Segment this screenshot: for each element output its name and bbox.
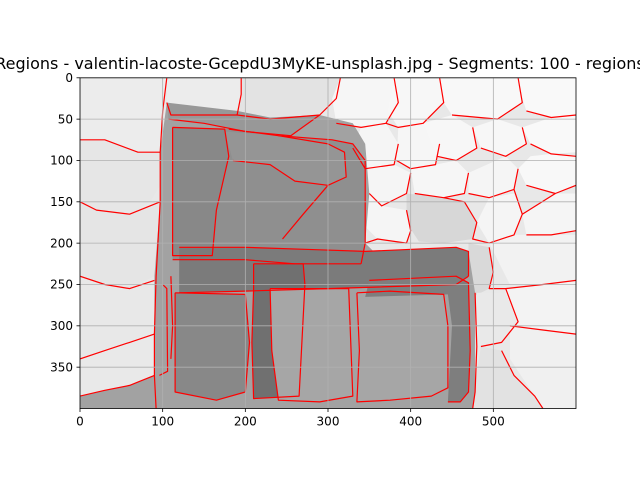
segment-boundary-39 — [251, 263, 306, 400]
region-21 — [406, 193, 477, 244]
region-38 — [175, 292, 250, 401]
segment-boundary-26 — [488, 247, 576, 290]
region-4 — [80, 276, 163, 359]
chart-title: Regions - valentin-lacoste-GcepdU3MyKE-u… — [0, 54, 640, 73]
segment-boundary-2 — [80, 201, 161, 215]
x-tick-label: 300 — [317, 415, 340, 429]
region-22 — [365, 193, 411, 244]
segment-boundary-28 — [509, 325, 576, 335]
segment-boundary-25 — [365, 238, 407, 244]
region-3 — [80, 201, 163, 289]
segment-boundary-27 — [480, 288, 519, 348]
region-20 — [518, 153, 576, 194]
segment-boundary-24 — [526, 230, 576, 236]
y-tick-label: 0 — [65, 71, 73, 85]
segment-boundary-43 — [369, 275, 471, 403]
x-tick-label: 400 — [399, 415, 422, 429]
segment-boundary-13 — [396, 143, 441, 170]
region-26 — [489, 234, 576, 285]
segment-boundary-1 — [80, 139, 161, 153]
segment-boundary-7 — [236, 77, 242, 116]
segment-boundaries — [80, 77, 576, 409]
region-24 — [522, 193, 576, 235]
region-18 — [410, 160, 469, 198]
region-28 — [475, 292, 519, 347]
segment-boundary-18 — [414, 172, 470, 199]
segment-boundary-41 — [269, 288, 354, 403]
segment-boundary-44 — [159, 284, 169, 376]
region-15 — [472, 119, 527, 157]
segment-boundary-34 — [232, 135, 347, 186]
segment-boundary-17 — [368, 172, 412, 207]
region-5 — [80, 334, 155, 397]
region-16 — [522, 115, 576, 154]
segment-boundary-19 — [468, 168, 519, 199]
segment-boundary-5 — [80, 374, 155, 397]
segment-boundary-9 — [385, 77, 445, 129]
segment-boundary-40 — [174, 292, 251, 401]
x-tick-label: 200 — [234, 415, 257, 429]
segment-boundary-29 — [501, 350, 544, 409]
region-41 — [365, 276, 471, 402]
segment-boundary-11 — [526, 110, 576, 119]
y-tick-label: 350 — [50, 360, 73, 374]
region-11 — [518, 77, 576, 118]
region-2 — [80, 139, 161, 215]
region-10 — [439, 77, 523, 120]
y-tick-label: 250 — [50, 278, 73, 292]
region-8 — [332, 77, 399, 128]
x-tick-label: 0 — [76, 415, 84, 429]
segment-boundary-6 — [166, 77, 341, 120]
segment-boundary-23 — [521, 192, 556, 215]
y-tick-label: 150 — [50, 195, 73, 209]
grid — [80, 77, 576, 409]
region-39 — [270, 288, 353, 402]
segment-boundary-22 — [443, 189, 523, 244]
x-tick-label: 500 — [482, 415, 505, 429]
plot-area — [80, 77, 576, 409]
region-9 — [387, 77, 444, 128]
region-1 — [80, 77, 167, 153]
segment-boundary-42 — [356, 290, 449, 403]
region-30 — [472, 346, 543, 409]
segment-boundary-30 — [472, 292, 478, 409]
segment-boundary-10 — [451, 77, 523, 120]
region-40 — [356, 291, 448, 402]
segment-boundary-16 — [530, 143, 576, 157]
region-34 — [224, 131, 347, 186]
y-tick-label: 50 — [58, 112, 73, 126]
segment-boundary-12 — [352, 143, 399, 170]
segment-boundary-32 — [172, 126, 230, 257]
segment-boundary-35 — [282, 184, 329, 240]
segment-boundary-14 — [436, 127, 478, 162]
region-17 — [365, 164, 411, 206]
segment-boundary-4 — [80, 333, 155, 360]
region-14 — [423, 115, 477, 161]
region-25 — [468, 243, 494, 297]
region-7 — [237, 77, 341, 120]
y-tick-label: 200 — [50, 236, 73, 250]
region-27 — [505, 280, 576, 335]
y-tick-label: 300 — [50, 319, 73, 333]
x-axis-ticks: 0 100 200 300 400 500 — [76, 408, 505, 429]
y-axis-ticks: 0 50 100 150 200 250 300 350 — [50, 71, 80, 374]
y-tick-label: 100 — [50, 154, 73, 168]
region-23 — [476, 193, 523, 244]
x-tick-label: 100 — [151, 415, 174, 429]
